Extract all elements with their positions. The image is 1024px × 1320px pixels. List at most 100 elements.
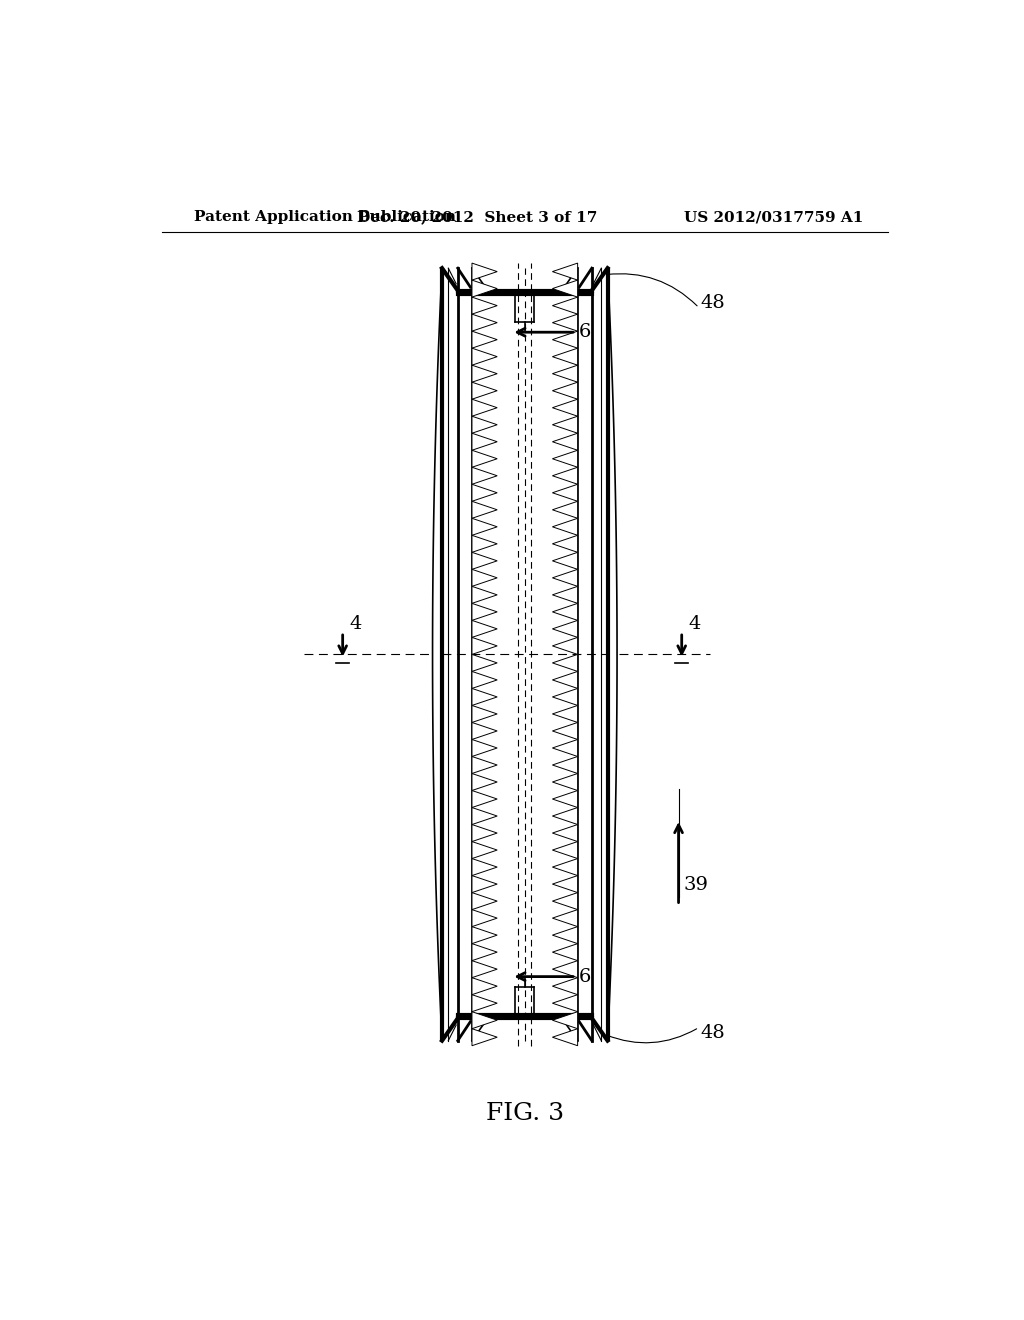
Polygon shape <box>552 638 578 655</box>
Polygon shape <box>552 825 578 842</box>
Polygon shape <box>472 909 498 927</box>
Polygon shape <box>552 502 578 519</box>
Polygon shape <box>552 1028 578 1045</box>
Polygon shape <box>552 366 578 383</box>
Polygon shape <box>552 536 578 552</box>
Polygon shape <box>472 502 498 519</box>
Polygon shape <box>472 399 498 416</box>
Polygon shape <box>552 297 578 314</box>
Polygon shape <box>552 603 578 620</box>
Polygon shape <box>552 995 578 1011</box>
Polygon shape <box>552 1011 578 1028</box>
Polygon shape <box>552 672 578 689</box>
Polygon shape <box>472 467 498 484</box>
Polygon shape <box>472 366 498 383</box>
Polygon shape <box>472 875 498 892</box>
Text: US 2012/0317759 A1: US 2012/0317759 A1 <box>684 210 864 224</box>
Polygon shape <box>472 858 498 875</box>
Polygon shape <box>552 348 578 366</box>
Polygon shape <box>472 927 498 944</box>
Polygon shape <box>552 808 578 825</box>
Polygon shape <box>472 722 498 739</box>
Polygon shape <box>472 961 498 978</box>
Polygon shape <box>472 331 498 348</box>
Polygon shape <box>552 467 578 484</box>
Polygon shape <box>552 875 578 892</box>
Polygon shape <box>472 705 498 722</box>
Polygon shape <box>552 433 578 450</box>
Polygon shape <box>472 808 498 825</box>
Polygon shape <box>472 552 498 569</box>
Polygon shape <box>552 620 578 638</box>
Polygon shape <box>552 280 578 297</box>
Polygon shape <box>472 892 498 909</box>
Polygon shape <box>552 791 578 808</box>
Polygon shape <box>552 739 578 756</box>
Text: 6: 6 <box>579 323 591 341</box>
Polygon shape <box>472 603 498 620</box>
Polygon shape <box>552 450 578 467</box>
Polygon shape <box>472 383 498 399</box>
Polygon shape <box>552 552 578 569</box>
Text: Dec. 20, 2012  Sheet 3 of 17: Dec. 20, 2012 Sheet 3 of 17 <box>357 210 598 224</box>
Polygon shape <box>472 995 498 1011</box>
Polygon shape <box>472 450 498 467</box>
Text: 4: 4 <box>349 615 361 632</box>
Polygon shape <box>552 689 578 705</box>
Polygon shape <box>472 416 498 433</box>
Polygon shape <box>552 858 578 875</box>
Polygon shape <box>552 416 578 433</box>
Polygon shape <box>552 842 578 858</box>
Polygon shape <box>552 569 578 586</box>
Polygon shape <box>472 348 498 366</box>
Polygon shape <box>472 1028 498 1045</box>
Polygon shape <box>472 484 498 502</box>
Text: FIG. 3: FIG. 3 <box>485 1102 564 1126</box>
Polygon shape <box>472 569 498 586</box>
Polygon shape <box>552 927 578 944</box>
Polygon shape <box>472 825 498 842</box>
Text: 48: 48 <box>700 294 725 312</box>
Polygon shape <box>472 978 498 995</box>
Text: Patent Application Publication: Patent Application Publication <box>194 210 456 224</box>
FancyArrowPatch shape <box>606 1028 696 1043</box>
Polygon shape <box>552 263 578 280</box>
Polygon shape <box>552 909 578 927</box>
Polygon shape <box>552 705 578 722</box>
Text: 39: 39 <box>683 876 709 894</box>
Polygon shape <box>472 1011 498 1028</box>
Text: 48: 48 <box>700 1023 725 1041</box>
Polygon shape <box>552 383 578 399</box>
Polygon shape <box>552 655 578 672</box>
Polygon shape <box>472 739 498 756</box>
Polygon shape <box>472 280 498 297</box>
Polygon shape <box>552 944 578 961</box>
Polygon shape <box>552 722 578 739</box>
Polygon shape <box>472 756 498 774</box>
Polygon shape <box>552 314 578 331</box>
Polygon shape <box>472 689 498 705</box>
Polygon shape <box>472 774 498 791</box>
Polygon shape <box>472 791 498 808</box>
Polygon shape <box>472 586 498 603</box>
Polygon shape <box>552 756 578 774</box>
Polygon shape <box>472 842 498 858</box>
Text: 4: 4 <box>688 615 700 632</box>
Polygon shape <box>472 519 498 536</box>
Polygon shape <box>472 655 498 672</box>
Polygon shape <box>552 519 578 536</box>
Polygon shape <box>472 263 498 280</box>
Polygon shape <box>552 774 578 791</box>
Polygon shape <box>552 961 578 978</box>
Polygon shape <box>472 944 498 961</box>
Polygon shape <box>472 433 498 450</box>
Polygon shape <box>552 399 578 416</box>
Polygon shape <box>552 892 578 909</box>
Polygon shape <box>472 314 498 331</box>
Polygon shape <box>472 297 498 314</box>
Polygon shape <box>552 978 578 995</box>
Polygon shape <box>552 586 578 603</box>
Polygon shape <box>552 484 578 502</box>
Polygon shape <box>472 638 498 655</box>
Polygon shape <box>472 536 498 552</box>
